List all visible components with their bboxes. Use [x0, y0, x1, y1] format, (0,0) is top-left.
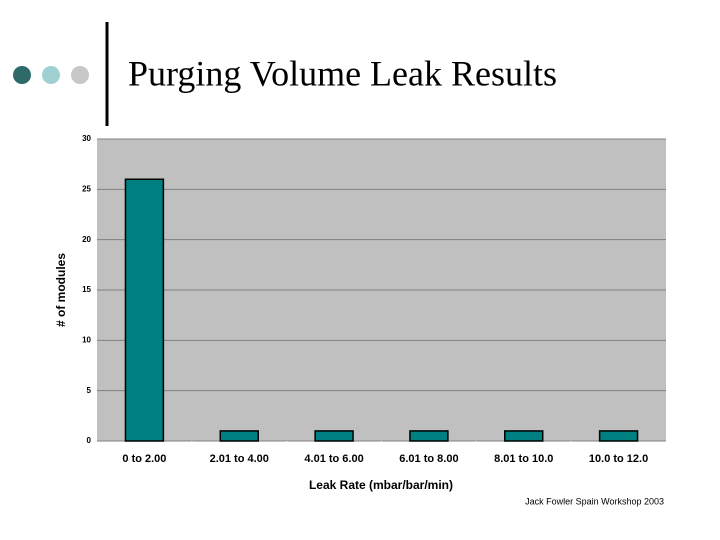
- x-tick-label: 4.01 to 6.00: [304, 453, 363, 465]
- x-axis-label: Leak Rate (mbar/bar/min): [309, 478, 453, 492]
- x-tick-label: 0 to 2.00: [122, 453, 166, 465]
- y-axis-label: # of modules: [54, 253, 68, 327]
- bar: [504, 430, 544, 442]
- decor-dot: [42, 66, 60, 84]
- decor-dot: [71, 66, 89, 84]
- x-tick-label: 6.01 to 8.00: [399, 453, 458, 465]
- y-tick-label: 0: [87, 436, 92, 445]
- y-tick-label: 25: [82, 184, 91, 193]
- bar: [124, 178, 165, 442]
- x-tick-label: 10.0 to 12.0: [589, 453, 648, 465]
- y-tick-label: 5: [87, 386, 92, 395]
- y-tick-label: 30: [82, 134, 91, 143]
- bar: [409, 430, 449, 442]
- bar: [219, 430, 259, 442]
- y-tick-label: 10: [82, 335, 91, 344]
- bar: [598, 430, 639, 442]
- y-tick-label: 15: [82, 285, 91, 294]
- decor-dot: [13, 66, 31, 84]
- x-tick-label: 8.01 to 10.0: [494, 453, 553, 465]
- footer: Jack Fowler Spain Workshop 2003: [525, 496, 664, 506]
- y-tick-label: 20: [82, 235, 91, 244]
- bar: [314, 430, 354, 442]
- x-tick-label: 2.01 to 4.00: [210, 453, 269, 465]
- slide-title: Purging Volume Leak Results: [128, 53, 557, 93]
